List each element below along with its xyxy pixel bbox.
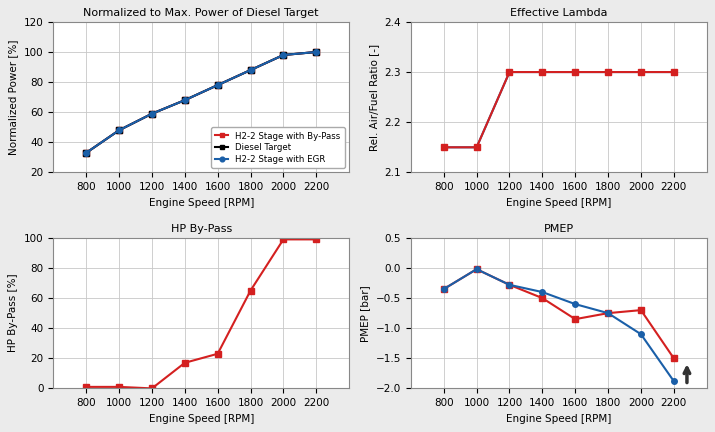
H2-2 Stage with By-Pass bbox=[312, 49, 320, 54]
Title: PMEP: PMEP bbox=[543, 224, 574, 234]
H2-2 Stage with EGR bbox=[180, 98, 189, 103]
Diesel Target bbox=[246, 67, 255, 73]
Diesel Target bbox=[115, 128, 124, 133]
H2-2 Stage with EGR bbox=[213, 83, 222, 88]
X-axis label: Engine Speed [RPM]: Engine Speed [RPM] bbox=[149, 198, 254, 208]
H2-2 Stage with EGR bbox=[312, 49, 320, 54]
Title: Normalized to Max. Power of Diesel Target: Normalized to Max. Power of Diesel Targe… bbox=[84, 8, 319, 18]
H2-2 Stage with EGR bbox=[148, 111, 157, 116]
H2-2 Stage with By-Pass bbox=[279, 52, 287, 57]
Line: Diesel Target: Diesel Target bbox=[84, 49, 319, 156]
Line: H2-2 Stage with By-Pass: H2-2 Stage with By-Pass bbox=[84, 49, 319, 156]
X-axis label: Engine Speed [RPM]: Engine Speed [RPM] bbox=[149, 414, 254, 424]
X-axis label: Engine Speed [RPM]: Engine Speed [RPM] bbox=[506, 414, 611, 424]
Diesel Target bbox=[312, 49, 320, 54]
Title: Effective Lambda: Effective Lambda bbox=[510, 8, 608, 18]
Y-axis label: PMEP [bar]: PMEP [bar] bbox=[360, 285, 370, 342]
X-axis label: Engine Speed [RPM]: Engine Speed [RPM] bbox=[506, 198, 611, 208]
Diesel Target bbox=[82, 150, 91, 156]
Y-axis label: Normalized Power [%]: Normalized Power [%] bbox=[9, 39, 19, 155]
H2-2 Stage with By-Pass bbox=[180, 98, 189, 103]
H2-2 Stage with By-Pass bbox=[213, 83, 222, 88]
H2-2 Stage with EGR bbox=[246, 67, 255, 73]
H2-2 Stage with EGR bbox=[279, 52, 287, 57]
Line: H2-2 Stage with EGR: H2-2 Stage with EGR bbox=[84, 49, 319, 156]
H2-2 Stage with By-Pass bbox=[246, 67, 255, 73]
Diesel Target bbox=[148, 111, 157, 116]
H2-2 Stage with By-Pass bbox=[148, 111, 157, 116]
H2-2 Stage with EGR bbox=[82, 150, 91, 156]
H2-2 Stage with EGR bbox=[115, 128, 124, 133]
Title: HP By-Pass: HP By-Pass bbox=[171, 224, 232, 234]
H2-2 Stage with By-Pass bbox=[82, 150, 91, 156]
Y-axis label: Rel. Air/Fuel Ratio [-]: Rel. Air/Fuel Ratio [-] bbox=[369, 44, 379, 151]
Diesel Target bbox=[279, 52, 287, 57]
Legend: H2-2 Stage with By-Pass, Diesel Target, H2-2 Stage with EGR: H2-2 Stage with By-Pass, Diesel Target, … bbox=[211, 127, 345, 168]
H2-2 Stage with By-Pass bbox=[115, 128, 124, 133]
Diesel Target bbox=[213, 83, 222, 88]
Diesel Target bbox=[180, 98, 189, 103]
Y-axis label: HP By-Pass [%]: HP By-Pass [%] bbox=[9, 274, 19, 353]
